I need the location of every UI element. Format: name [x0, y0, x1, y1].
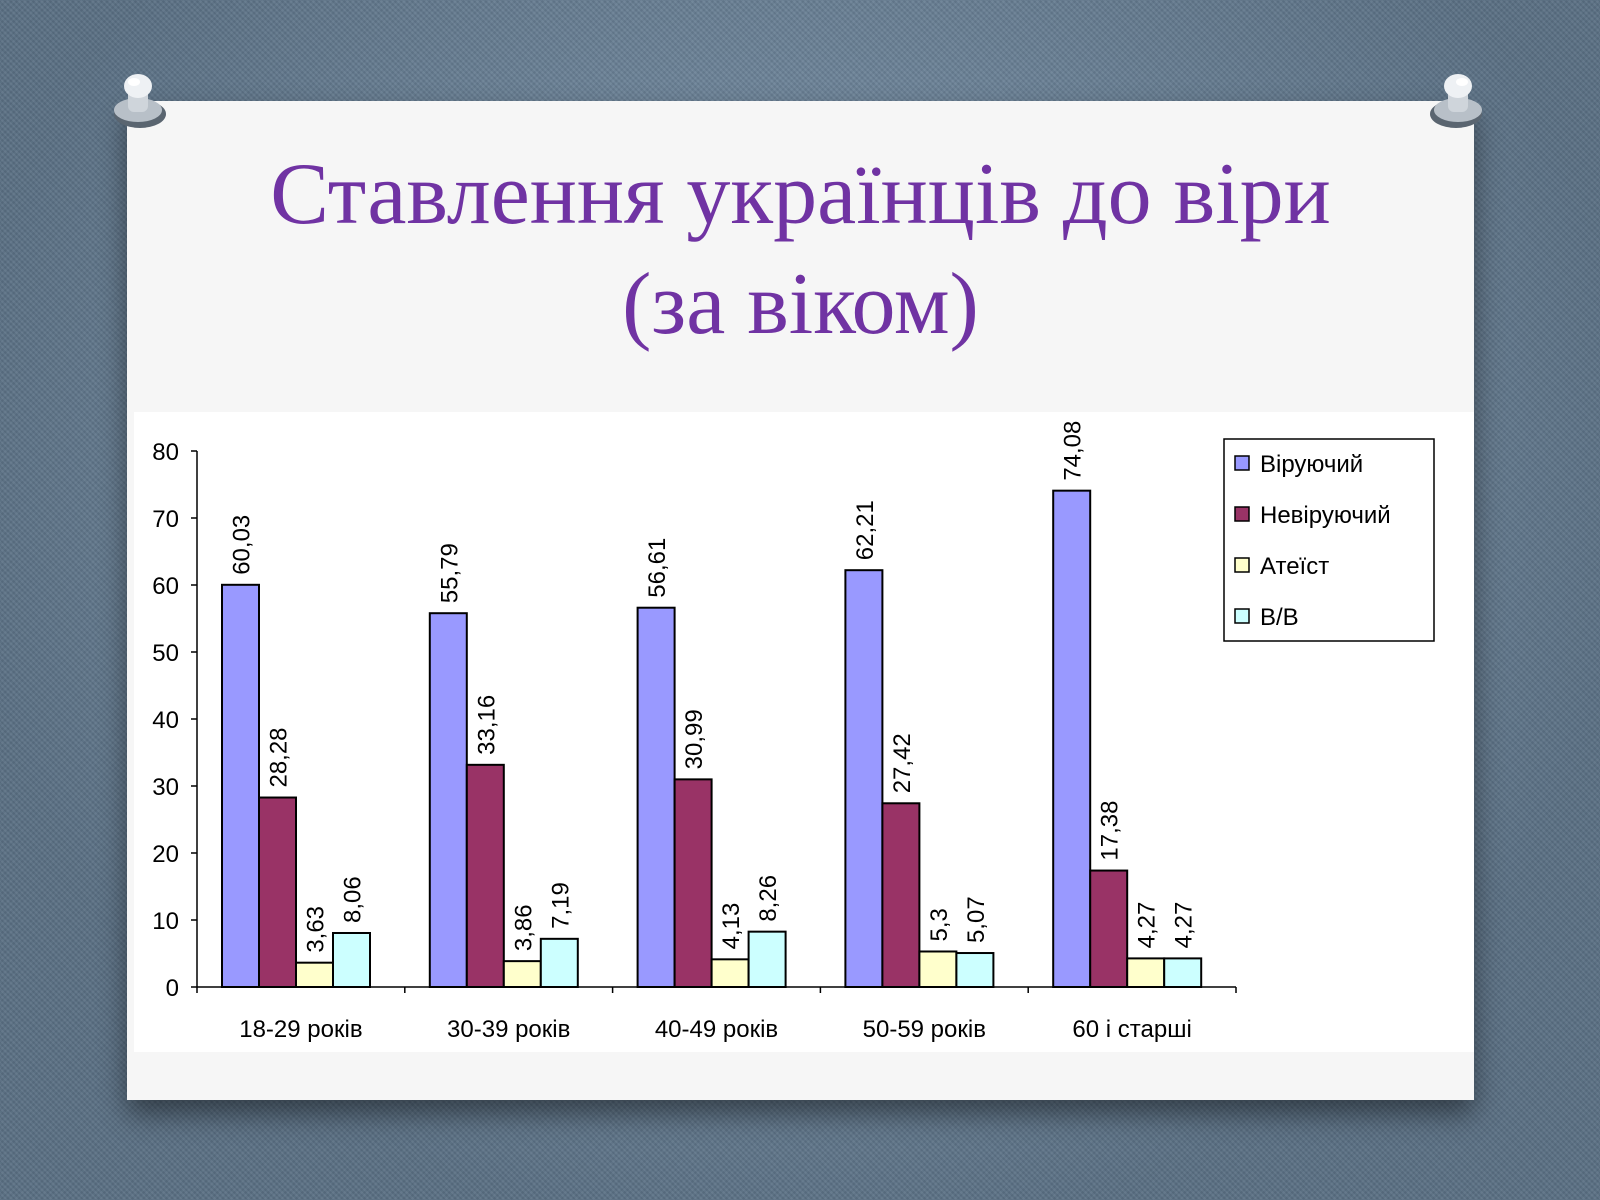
bar-3 — [502, 960, 542, 988]
data-label: 60,03 — [229, 515, 256, 575]
bar-3 — [918, 950, 958, 988]
data-label: 3,86 — [510, 904, 537, 951]
data-label: 7,19 — [547, 882, 574, 929]
chart-area: 0 10 20 30 40 50 60 70 80 18-29 років 30-39 років 4… — [134, 412, 1474, 1052]
x-category-label: 30-39 років — [447, 1016, 570, 1043]
legend-label: В/В — [1260, 604, 1299, 631]
pushpin-left-icon — [114, 74, 166, 128]
x-category-label: 18-29 років — [239, 1016, 362, 1043]
legend-swatch — [1234, 557, 1250, 573]
y-tick-label: 20 — [152, 841, 179, 868]
bar-4 — [539, 937, 579, 989]
data-label: 4,27 — [1134, 902, 1161, 949]
bar-chart: 0 10 20 30 40 50 60 70 80 18-29 років 30-39 років 4… — [152, 421, 1435, 1043]
y-tick-label: 60 — [152, 573, 179, 600]
x-category-label: 50-59 років — [863, 1016, 986, 1043]
x-category-label: 40-49 років — [655, 1016, 778, 1043]
legend-label: Невіруючий — [1260, 502, 1391, 529]
data-label: 33,16 — [473, 695, 500, 755]
pushpin-right-icon — [1430, 74, 1482, 128]
legend-swatch — [1234, 506, 1250, 522]
slide-title-line-2: (за віком) — [622, 256, 979, 353]
data-label: 3,63 — [303, 906, 330, 953]
bar-1 — [636, 606, 676, 988]
y-tick-label: 70 — [152, 506, 179, 533]
data-label: 4,13 — [718, 903, 745, 950]
legend-label: Атеїст — [1260, 553, 1329, 580]
legend-swatch — [1234, 608, 1250, 624]
bar-1 — [428, 612, 468, 988]
y-tick-label: 10 — [152, 908, 179, 935]
bar-2 — [881, 802, 921, 989]
data-label: 5,07 — [963, 896, 990, 943]
legend-label: Віруючий — [1260, 451, 1363, 478]
data-label: 8,26 — [755, 875, 782, 922]
x-category-label: 60 і старші — [1072, 1016, 1191, 1043]
slide-title-line-1: Ставлення українців до віри — [270, 146, 1331, 243]
bar-1 — [221, 583, 260, 988]
bar-2 — [258, 796, 297, 988]
bar-2 — [1089, 869, 1129, 988]
bar-2 — [673, 778, 713, 988]
bar-3 — [710, 958, 750, 988]
legend-box — [1223, 438, 1435, 642]
data-label: 62,21 — [852, 500, 879, 560]
legend-swatch — [1234, 455, 1250, 471]
slide-title: Ставлення українців до віри (за віком) — [127, 140, 1474, 360]
y-tick-label: 50 — [152, 640, 179, 667]
bar-2 — [465, 763, 505, 988]
bar-4 — [747, 930, 787, 989]
bar-3 — [1126, 957, 1166, 988]
y-tick-label: 40 — [152, 707, 179, 734]
bar-3 — [295, 961, 334, 989]
data-label: 4,27 — [1171, 902, 1198, 949]
bar-4 — [332, 931, 371, 988]
bar-4 — [955, 952, 995, 989]
y-tick-label: 80 — [152, 439, 179, 466]
bar-1 — [1052, 489, 1092, 988]
data-label: 8,06 — [340, 876, 367, 923]
data-label: 5,3 — [926, 908, 953, 941]
data-label: 55,79 — [436, 543, 463, 603]
y-tick-label: 30 — [152, 774, 179, 801]
data-label: 17,38 — [1097, 800, 1124, 860]
data-label: 30,99 — [681, 709, 708, 769]
data-label: 74,08 — [1060, 421, 1087, 481]
data-label: 27,42 — [889, 733, 916, 793]
y-tick-label: 0 — [166, 975, 179, 1002]
data-label: 28,28 — [266, 727, 293, 787]
bar-4 — [1163, 957, 1203, 988]
bar-1 — [844, 569, 884, 988]
data-label: 56,61 — [644, 538, 671, 598]
